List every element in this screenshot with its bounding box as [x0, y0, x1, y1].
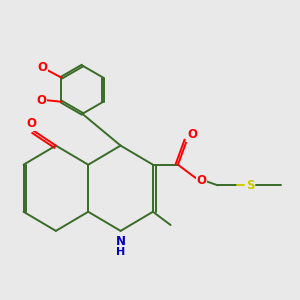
Text: O: O — [196, 174, 206, 187]
Text: N: N — [116, 235, 126, 248]
Text: O: O — [37, 61, 47, 74]
Text: S: S — [246, 179, 254, 192]
Text: O: O — [187, 128, 197, 141]
Text: O: O — [26, 117, 36, 130]
Text: H: H — [116, 247, 125, 257]
Text: O: O — [36, 94, 46, 107]
